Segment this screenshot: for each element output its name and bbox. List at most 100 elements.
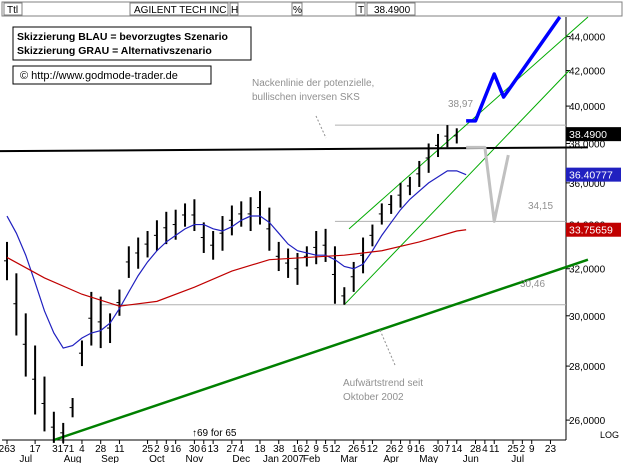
x-tick-label: 30: [189, 444, 201, 455]
x-tick-label: 4: [482, 444, 488, 455]
neckline-pointer: [315, 115, 327, 139]
x-tick-label: 4: [238, 444, 244, 455]
grey-scenario-path: [466, 145, 510, 223]
x-tick-label: 2: [398, 444, 404, 455]
ma-long-tag-bg: [566, 222, 621, 237]
scenario-legend-box: [12, 26, 252, 61]
x-tick-label: 16: [292, 444, 304, 455]
x-month-label: Dec: [232, 454, 250, 463]
scenario-blue-label: Skizzierung BLAU = bevorzugtes Szenario: [17, 31, 228, 43]
x-month-label: Sep: [101, 454, 119, 463]
x-tick-label: 11: [114, 444, 125, 455]
last-price-tag: 38.4900: [569, 129, 607, 141]
x-tick-label: 2: [520, 444, 526, 455]
x-tick-label: 2: [154, 444, 160, 455]
x-tick-label: 14: [451, 444, 463, 455]
uptrend-note-2: Oktober 2002: [343, 392, 404, 403]
x-tick-label: 9: [407, 444, 413, 455]
level-3415-label: 34,15: [528, 201, 553, 212]
top-bar: Ttl AGILENT TECH INC H % T 38.4900: [1, 1, 623, 17]
x-month-label: Oct: [149, 454, 165, 463]
x-tick-label: 5: [360, 444, 366, 455]
y-tick-label: 38,0000: [569, 139, 606, 150]
x-month-label: Nov: [186, 454, 204, 463]
ma-long-tag: 33.75659: [569, 225, 613, 237]
y-tick-label: 26,0000: [569, 416, 606, 427]
trend-drawings-layer: [0, 15, 589, 442]
x-tick-label: 9: [529, 444, 535, 455]
x-tick-label: 38: [273, 444, 285, 455]
scenario-grey-label: Skizzierung GRAU = Alternativszenario: [17, 45, 212, 57]
top-bar-frame: [1, 1, 623, 17]
instrument-box[interactable]: [129, 2, 229, 16]
x-tick-label: 27: [226, 444, 238, 455]
t-box: [355, 2, 366, 16]
x-month-label: Aug: [64, 454, 82, 463]
x-month-label: Jul: [19, 454, 32, 463]
x-tick-label: 30: [432, 444, 444, 455]
neckline-line: [0, 146, 588, 153]
x-tick-label: 12: [329, 444, 341, 455]
uptrend-note-1: Aufwärtstrend seit: [343, 378, 423, 389]
x-tick-label: 11: [489, 444, 500, 455]
y-tick-label: 30,0000: [569, 312, 606, 323]
x-tick-label: 4: [79, 444, 85, 455]
x-month-label: Jul: [511, 454, 524, 463]
pct-box: [291, 2, 303, 16]
x-month-label: May: [419, 454, 438, 463]
x-tick-label: 17: [30, 444, 42, 455]
x-tick-label: 26: [348, 444, 360, 455]
y-tick-label: 42,0000: [569, 67, 606, 78]
last-price: 38.4900: [374, 5, 411, 16]
axis-ticks-layer: 26,000028,000030,000032,000034,000036,00…: [0, 33, 606, 463]
annotations: Skizzierung BLAU = bevorzugtes Szenario …: [12, 26, 619, 440]
level-3046-label: 30,46: [520, 279, 545, 290]
x-month-label: Feb: [303, 454, 321, 463]
x-tick-label: 13: [208, 444, 220, 455]
t-label: T: [358, 5, 364, 16]
x-tick-label: 12: [367, 444, 379, 455]
x-tick-label: 25: [142, 444, 154, 455]
uptrend-line: [53, 258, 589, 442]
channel-upper-line: [348, 16, 589, 230]
y-tick-label: 32,0000: [569, 265, 606, 276]
period-label: Ttl: [7, 5, 18, 16]
last-price-tag-bg: [566, 127, 621, 142]
series-layer: [4, 125, 467, 443]
x-tick-label: 7: [445, 444, 451, 455]
x-tick-label: 28: [95, 444, 107, 455]
x-month-label: Jun: [463, 454, 479, 463]
h-box: [229, 2, 239, 16]
x-tick-label: 6: [201, 444, 207, 455]
y-tick-label: 40,0000: [569, 102, 606, 113]
blue-scenario-path: [466, 15, 562, 123]
y-tick-label: 28,0000: [569, 362, 606, 373]
x-tick-label: 28: [470, 444, 482, 455]
x-month-label: Jan 2007: [263, 454, 305, 463]
x-tick-label: 26: [386, 444, 398, 455]
x-tick-label: 16: [414, 444, 426, 455]
neckline-note-1: Nackenlinie der potenzielle,: [252, 78, 374, 89]
y-tick-label: 44,0000: [569, 33, 606, 44]
log-scale-label: LOG: [600, 430, 619, 440]
x-tick-label: 9: [164, 444, 170, 455]
pct-label: %: [293, 5, 302, 16]
x-tick-label: 18: [254, 444, 266, 455]
x-tick-label: 23: [545, 444, 557, 455]
price-tags-layer: 38.4900 36.40777 33.75659: [566, 127, 621, 237]
ma-short-tag-bg: [566, 167, 621, 182]
x-tick-label: 9: [313, 444, 319, 455]
ma-short-tag: 36.40777: [569, 170, 613, 182]
ma-long-line: [6, 229, 467, 307]
uptrend-pointer: [379, 329, 396, 366]
ma-short-line: [6, 170, 467, 349]
x-month-label: Mar: [340, 454, 358, 463]
neckline-note-2: bullischen inversen SKS: [252, 92, 360, 103]
channel-lower-line: [343, 70, 570, 306]
x-tick-label: 16: [170, 444, 182, 455]
copyright-box: [12, 65, 212, 85]
period-box[interactable]: [3, 2, 23, 16]
x-tick-label: 5: [323, 444, 329, 455]
